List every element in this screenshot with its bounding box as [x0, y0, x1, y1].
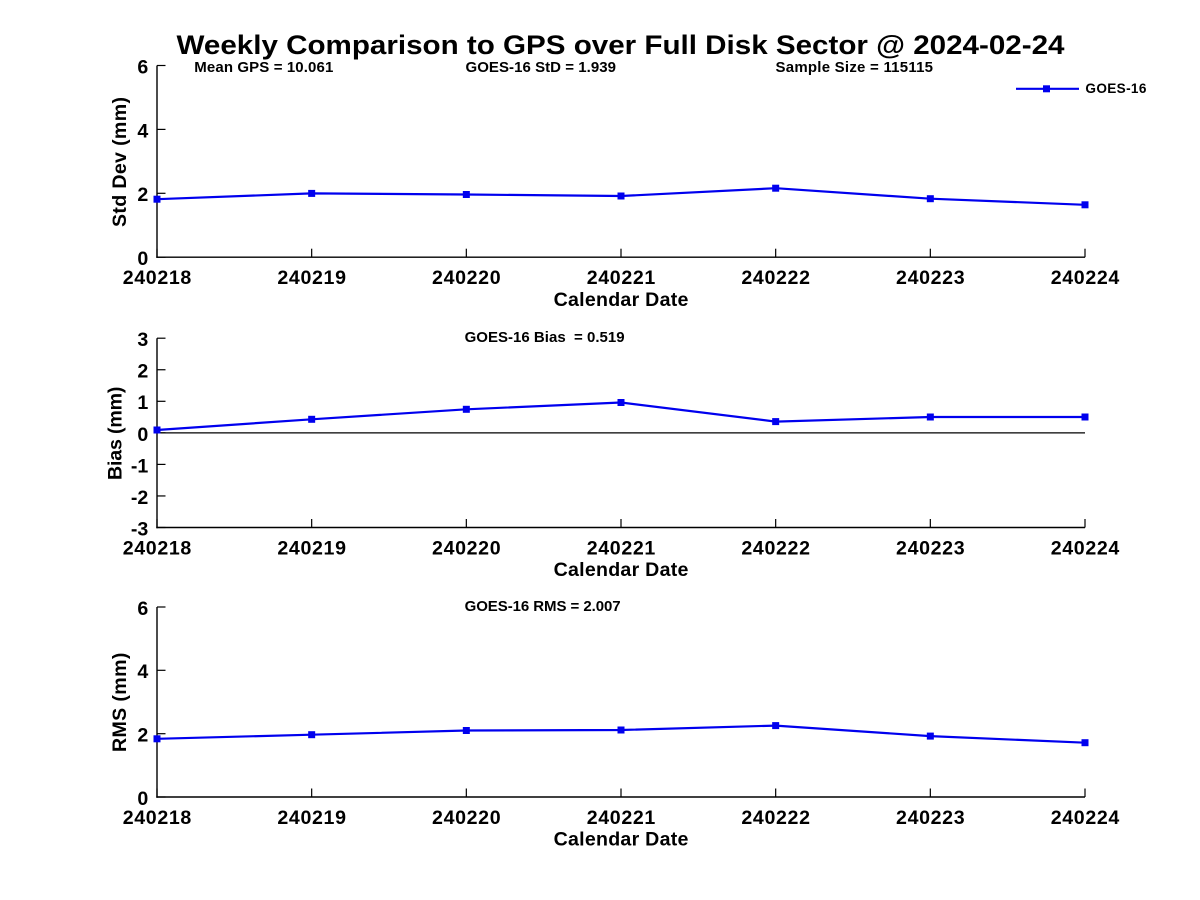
svg-text:240219: 240219 [277, 537, 346, 559]
svg-text:240221: 240221 [587, 537, 656, 559]
svg-text:Calendar Date: Calendar Date [554, 559, 689, 581]
svg-text:240218: 240218 [123, 267, 192, 289]
svg-text:Weekly Comparison to GPS over: Weekly Comparison to GPS over Full Disk … [177, 30, 1065, 60]
svg-text:240219: 240219 [277, 807, 346, 829]
svg-text:4: 4 [137, 661, 148, 683]
svg-text:240223: 240223 [896, 537, 965, 559]
svg-text:240220: 240220 [432, 807, 501, 829]
svg-text:1: 1 [137, 392, 148, 414]
svg-text:Bias (mm): Bias (mm) [104, 387, 126, 481]
svg-text:240223: 240223 [896, 267, 965, 289]
svg-text:0: 0 [137, 424, 148, 446]
svg-text:4: 4 [137, 120, 148, 142]
svg-text:-3: -3 [131, 518, 149, 540]
svg-text:GOES-16 Bias = 0.519: GOES-16 Bias = 0.519 [465, 329, 625, 346]
svg-text:-2: -2 [131, 487, 149, 509]
svg-text:0: 0 [137, 248, 148, 270]
svg-text:240222: 240222 [741, 807, 810, 829]
svg-text:0: 0 [137, 788, 148, 810]
svg-text:240221: 240221 [587, 267, 656, 289]
svg-text:240219: 240219 [277, 267, 346, 289]
svg-text:240220: 240220 [432, 267, 501, 289]
svg-text:2: 2 [137, 184, 148, 206]
svg-text:240224: 240224 [1051, 537, 1120, 559]
svg-text:3: 3 [137, 329, 148, 351]
svg-text:240222: 240222 [741, 267, 810, 289]
svg-text:240220: 240220 [432, 537, 501, 559]
svg-text:GOES-16 RMS = 2.007: GOES-16 RMS = 2.007 [465, 598, 621, 615]
svg-text:Mean GPS = 10.061: Mean GPS = 10.061 [194, 59, 333, 76]
svg-text:240218: 240218 [123, 807, 192, 829]
svg-text:240222: 240222 [741, 537, 810, 559]
svg-text:240224: 240224 [1051, 267, 1120, 289]
svg-text:240224: 240224 [1051, 807, 1120, 829]
svg-text:2: 2 [137, 361, 148, 383]
svg-text:RMS (mm): RMS (mm) [109, 653, 131, 753]
svg-text:240218: 240218 [123, 537, 192, 559]
svg-text:Sample Size = 115115: Sample Size = 115115 [776, 59, 934, 76]
svg-text:GOES-16: GOES-16 [1085, 81, 1146, 96]
svg-text:240221: 240221 [587, 807, 656, 829]
svg-text:-1: -1 [131, 455, 149, 477]
svg-text:6: 6 [137, 598, 148, 620]
svg-text:GOES-16 StD = 1.939: GOES-16 StD = 1.939 [466, 59, 617, 76]
svg-text:Std Dev (mm): Std Dev (mm) [109, 97, 131, 227]
svg-text:6: 6 [137, 56, 148, 78]
svg-text:Calendar Date: Calendar Date [554, 829, 689, 851]
svg-text:Calendar Date: Calendar Date [554, 289, 689, 311]
svg-text:2: 2 [137, 725, 148, 747]
svg-text:240223: 240223 [896, 807, 965, 829]
